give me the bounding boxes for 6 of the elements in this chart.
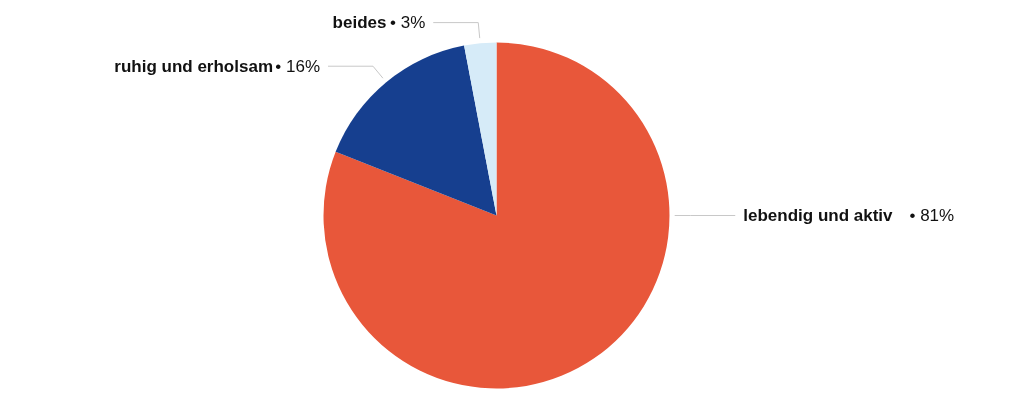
data-label: • 3%: [390, 13, 426, 33]
data-label: • 81%: [909, 206, 955, 225]
slice-label: ruhig und erholsam: [114, 56, 273, 76]
slice-label: beides: [332, 13, 387, 33]
data-label: • 16%: [275, 56, 320, 76]
slice-label: lebendig und aktiv: [743, 206, 894, 225]
